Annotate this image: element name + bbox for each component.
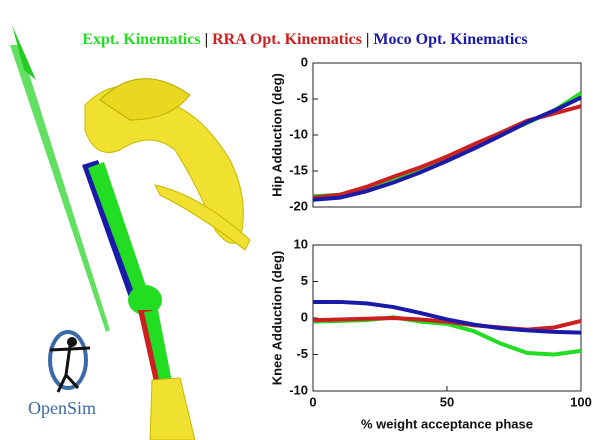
legend-separator: | [366,31,370,48]
y-axis-label: Hip Adduction (deg) [269,73,284,197]
legend-separator: | [205,31,209,48]
y-tick-label: 5 [301,273,308,288]
logo-text: OpenSim [28,398,96,418]
skeleton-render [10,25,250,440]
logo: OpenSim [28,332,96,418]
plot-frame [313,63,581,207]
y-tick-label: 10 [294,236,308,251]
y-tick-label: -20 [289,198,308,213]
figure: Expt. Kinematics|RRA Opt. Kinematics|Moc… [0,0,599,440]
legend: Expt. Kinematics|RRA Opt. Kinematics|Moc… [82,31,527,48]
legend-entry: Expt. Kinematics [82,31,200,48]
x-tick-label: 0 [309,394,316,409]
y-tick-label: -10 [289,382,308,397]
y-axis-label: Knee Adduction (deg) [269,251,284,386]
y-tick-label: -10 [289,126,308,141]
legend-entry: Moco Opt. Kinematics [373,31,527,48]
y-tick-label: -15 [289,162,308,177]
legend-entry: RRA Opt. Kinematics [212,31,362,48]
y-tick-label: 0 [301,309,308,324]
x-tick-label: 50 [440,394,454,409]
x-axis-label: % weight acceptance phase [361,416,533,431]
y-tick-label: -5 [296,90,308,105]
y-tick-label: 0 [301,54,308,69]
x-tick-label: 100 [570,394,592,409]
y-tick-label: -5 [296,346,308,361]
